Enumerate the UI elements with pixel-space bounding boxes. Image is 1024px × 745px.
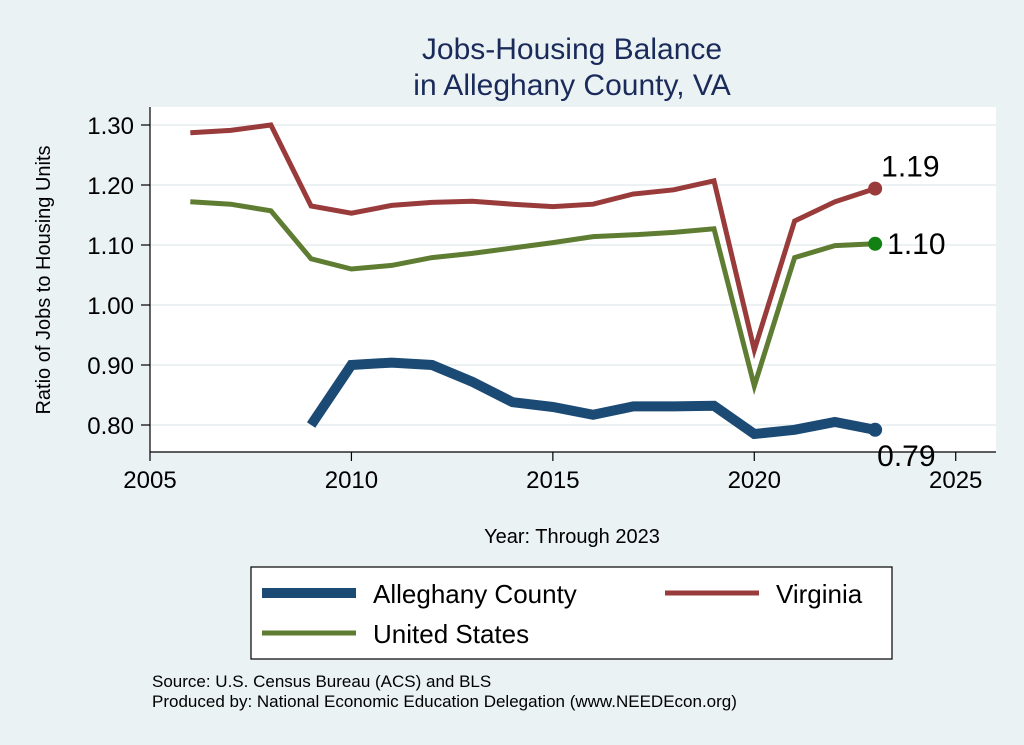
y-tick-label: 1.00 xyxy=(87,293,134,320)
y-tick-label: 1.20 xyxy=(87,173,134,200)
series-lines xyxy=(190,122,877,440)
plot-area xyxy=(150,107,996,452)
end-markers xyxy=(868,181,883,437)
series-line xyxy=(306,357,877,440)
end-label: 1.10 xyxy=(887,228,945,261)
end-marker xyxy=(868,181,883,196)
end-marker xyxy=(868,422,883,437)
end-label: 1.19 xyxy=(881,151,939,184)
end-label: 0.79 xyxy=(877,440,935,473)
end-labels: 0.79 1.19 1.10 xyxy=(877,151,945,473)
legend xyxy=(250,566,893,660)
x-tick-label: 2005 xyxy=(123,467,176,494)
y-tick-label: 0.90 xyxy=(87,353,134,380)
x-axis: 2005 2010 2015 2020 2025 xyxy=(123,452,982,494)
series-line xyxy=(190,122,876,360)
chart-title-line-2: in Alleghany County, VA xyxy=(413,69,730,102)
x-tick-label: 2020 xyxy=(728,467,781,494)
legend-items: Alleghany County Virginia United States xyxy=(262,579,863,649)
end-marker xyxy=(868,236,883,251)
legend-label: Alleghany County xyxy=(373,579,577,609)
legend-label: Virginia xyxy=(776,579,863,609)
x-tick-label: 2010 xyxy=(325,467,378,494)
x-axis-title: Year: Through 2023 xyxy=(484,526,660,548)
legend-label: United States xyxy=(373,619,529,649)
producer-note: Produced by: National Economic Education… xyxy=(152,692,737,711)
series-line xyxy=(190,199,876,396)
source-note: Source: U.S. Census Bureau (ACS) and BLS xyxy=(152,672,491,691)
y-axis-title: Ratio of Jobs to Housing Units xyxy=(33,145,55,414)
y-tick-label: 1.30 xyxy=(87,113,134,140)
y-tick-label: 0.80 xyxy=(87,413,134,440)
y-axis: 0.80 0.90 1.00 1.10 1.20 1.30 xyxy=(87,113,150,440)
x-tick-label: 2025 xyxy=(929,467,982,494)
x-tick-label: 2015 xyxy=(526,467,579,494)
y-tick-label: 1.10 xyxy=(87,233,134,260)
chart-title-line-1: Jobs-Housing Balance xyxy=(422,33,722,66)
